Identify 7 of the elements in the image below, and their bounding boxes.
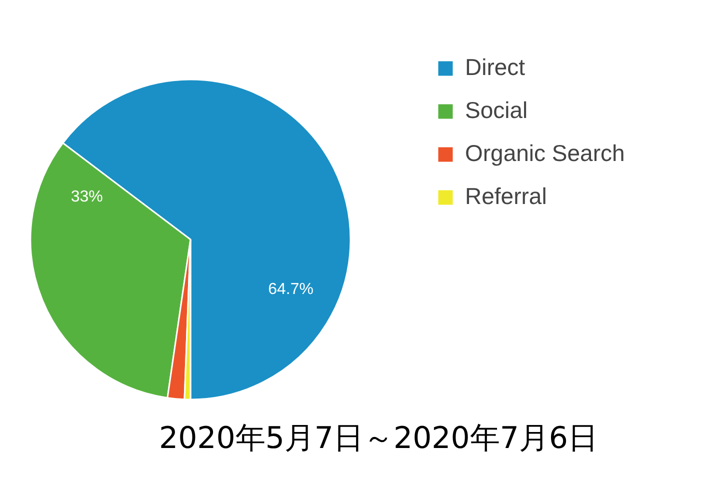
text: 2020年5月7日～2020年7月6日 bbox=[158, 421, 598, 456]
legend-label: Social bbox=[465, 97, 528, 124]
data-label: 64.7% bbox=[268, 280, 314, 298]
legend-label: Referral bbox=[465, 183, 547, 210]
data-label: 33% bbox=[70, 188, 103, 206]
legend-label: Direct bbox=[465, 54, 526, 81]
legend-label: Organic Search bbox=[465, 140, 625, 167]
